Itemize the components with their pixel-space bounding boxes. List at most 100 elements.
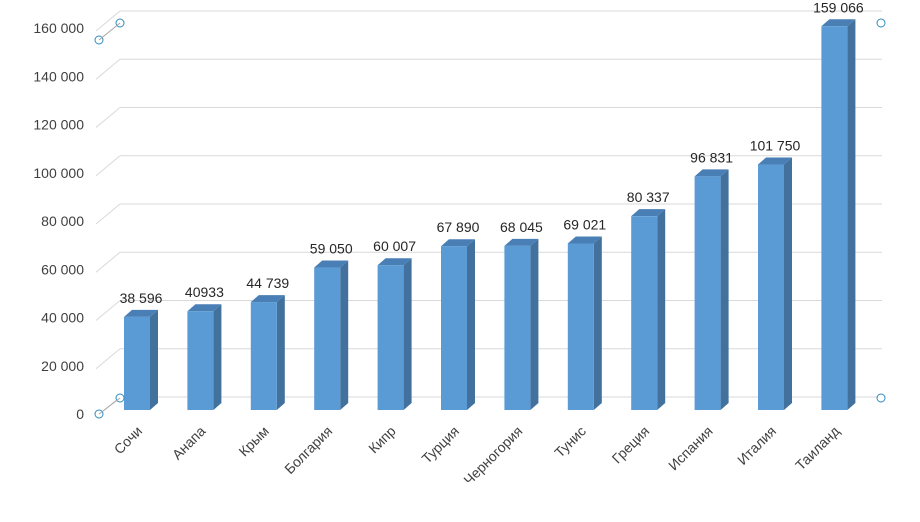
data-label: 80 337 <box>627 189 670 205</box>
bar-front <box>377 265 404 410</box>
gridline-diagonal <box>95 203 121 225</box>
gridlines <box>95 10 882 418</box>
category-label: Италия <box>734 423 779 468</box>
bar <box>314 260 349 410</box>
bar-front <box>758 164 784 410</box>
y-tick-label: 120 000 <box>33 117 84 133</box>
y-tick-label: 40 000 <box>41 310 84 326</box>
bar-side <box>340 260 349 410</box>
bar <box>250 295 285 410</box>
data-label: 40933 <box>185 284 224 300</box>
bar <box>821 19 856 411</box>
y-axis: 0 20 000 40 000 60 000 80 000 100 000 120 000 1… <box>33 20 84 422</box>
category-label: Тунис <box>551 423 589 461</box>
bar-top <box>504 238 539 246</box>
y-tick-label: 100 000 <box>33 165 84 181</box>
y-tick-label: 20 000 <box>41 358 84 374</box>
bar <box>758 157 792 410</box>
gridline-diagonal <box>95 107 121 128</box>
bar-side <box>467 239 475 410</box>
bar-front <box>441 246 467 410</box>
data-label: 68 045 <box>500 219 543 235</box>
data-label: 38 596 <box>120 290 163 306</box>
bar-side <box>276 295 285 410</box>
bar-front <box>631 216 658 410</box>
selection-handles <box>94 18 886 419</box>
data-label: 101 750 <box>750 138 801 154</box>
bar-top <box>821 19 856 27</box>
bar-side <box>720 169 729 410</box>
category-label: Сочи <box>111 423 145 457</box>
bar-side <box>593 236 602 410</box>
bar <box>187 304 222 410</box>
category-label: Испания <box>665 423 716 474</box>
bar-front <box>124 316 150 410</box>
bar-top <box>567 236 602 244</box>
handle-connector <box>98 22 121 41</box>
bar-top <box>377 258 412 266</box>
bar <box>377 258 412 410</box>
data-label: 96 831 <box>690 149 733 165</box>
bar <box>694 169 729 410</box>
data-label: 159 066 <box>813 0 864 15</box>
gridline-diagonal <box>95 155 121 177</box>
y-tick-label: 0 <box>76 406 84 422</box>
y-tick-label: 140 000 <box>33 68 84 84</box>
bar-top <box>441 239 475 247</box>
category-label: Греция <box>609 423 653 467</box>
category-label: Таиланд <box>792 423 842 473</box>
category-label: Болгария <box>281 423 335 477</box>
bar-top <box>694 169 729 177</box>
category-label: Кипр <box>365 423 399 457</box>
category-label: Турция <box>418 423 462 467</box>
bar-side <box>213 304 222 410</box>
gridline-diagonal <box>95 251 121 273</box>
data-labels: 38 596 40933 44 739 59 050 60 007 67 890 68 04… <box>120 0 864 306</box>
bar-top <box>187 304 222 312</box>
y-tick-label: 60 000 <box>41 261 84 277</box>
x-axis: Сочи Анапа Крым Болгария Кипр ТурцияЧерногори… <box>111 423 843 488</box>
gridline-diagonal <box>95 348 121 370</box>
bar-front <box>567 243 594 410</box>
category-label: Анапа <box>169 423 209 463</box>
bar-side <box>403 258 412 410</box>
bar-top <box>314 260 349 268</box>
bar-top <box>631 209 666 217</box>
category-label: Черногория <box>460 423 525 488</box>
y-tick-label: 80 000 <box>41 213 84 229</box>
handle-connector <box>98 397 121 415</box>
data-label: 59 050 <box>310 241 353 257</box>
bar-side <box>150 309 158 410</box>
category-label: Крым <box>235 423 272 460</box>
resize-handle[interactable] <box>876 18 886 28</box>
data-label: 60 007 <box>373 238 416 254</box>
bar-front <box>187 311 214 410</box>
bar <box>504 238 539 410</box>
gridline-diagonal <box>95 300 121 321</box>
bar-side <box>847 19 856 411</box>
bar <box>567 236 602 410</box>
data-label: 44 739 <box>246 275 289 291</box>
bar-front <box>314 267 341 410</box>
y-tick-label: 160 000 <box>33 20 84 36</box>
bar-front <box>504 245 531 410</box>
bar-front <box>821 26 848 411</box>
bar-side <box>784 157 792 410</box>
bar-top <box>758 157 792 165</box>
data-label: 69 021 <box>563 216 606 232</box>
data-label: 67 890 <box>437 219 480 235</box>
gridline-diagonal <box>95 58 121 80</box>
resize-handle[interactable] <box>876 393 886 403</box>
bar-top <box>250 295 285 303</box>
gridline-diagonal <box>95 10 121 32</box>
bar-front <box>694 176 721 410</box>
bar-top <box>124 309 158 317</box>
bar <box>441 239 475 410</box>
bar <box>124 309 158 410</box>
bar-front <box>250 302 277 410</box>
bar <box>631 209 666 410</box>
bar-side <box>657 209 666 410</box>
bars <box>124 19 856 411</box>
